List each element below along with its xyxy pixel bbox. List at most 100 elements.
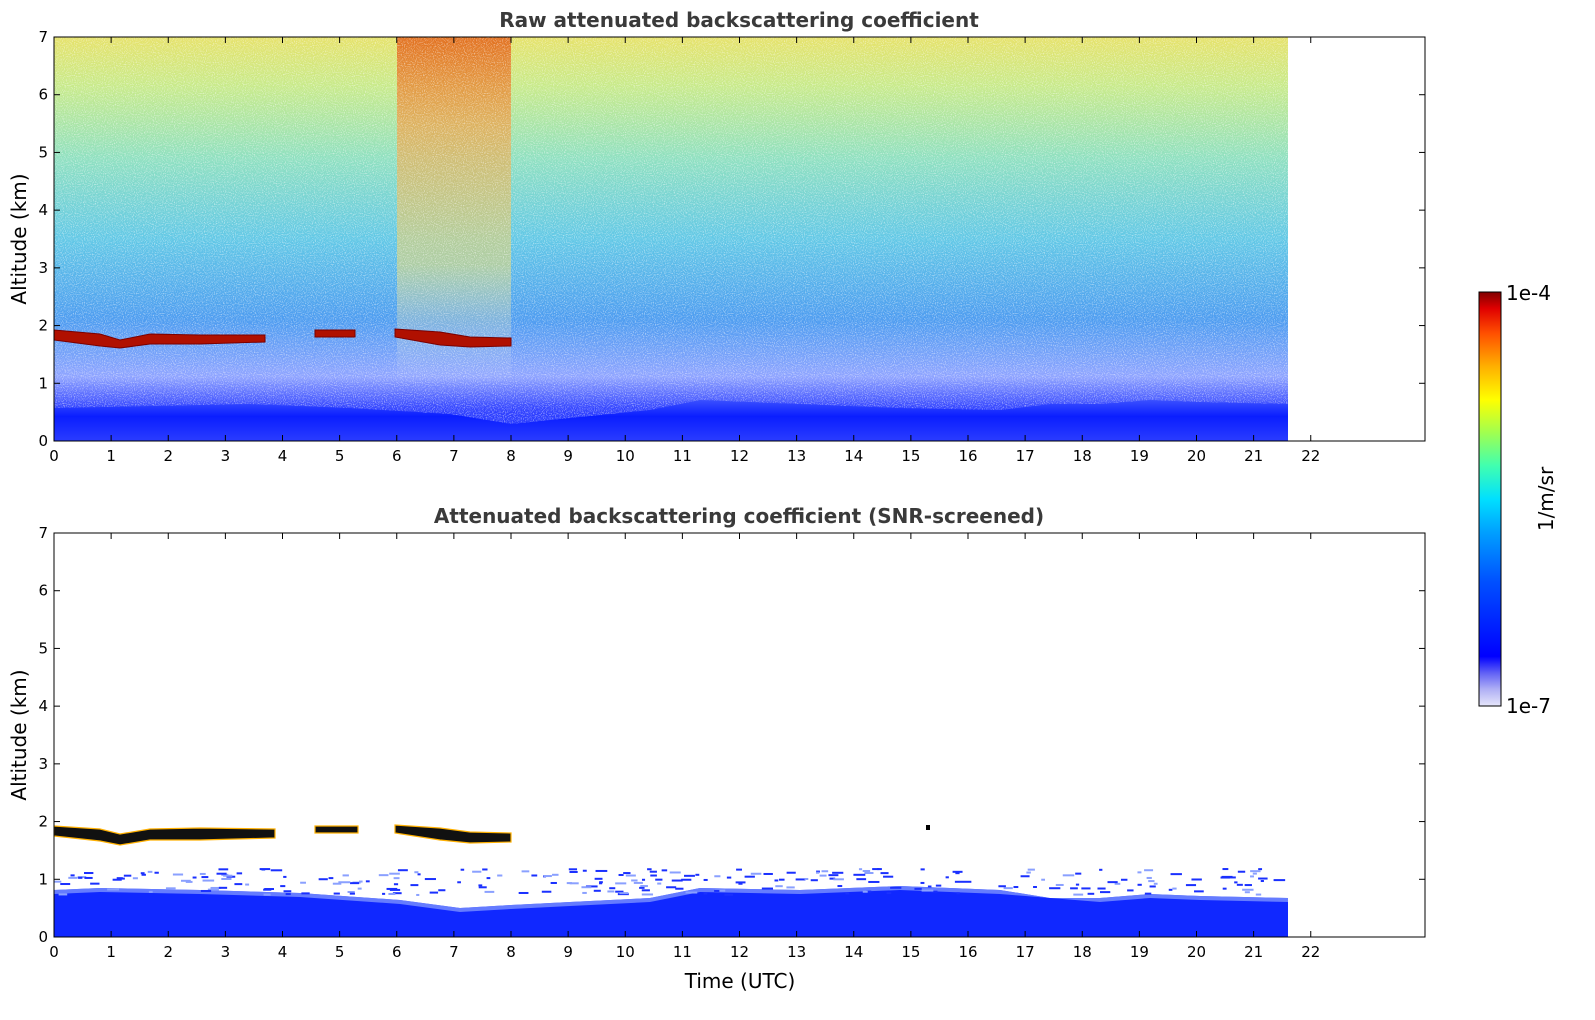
aerosol-speck [804,877,809,880]
x-tick-label: 19 [1130,447,1149,465]
aerosol-speck [68,876,78,879]
y-tick-label: 2 [38,813,48,831]
aerosol-speck [714,875,721,878]
aerosol-speck [816,870,820,873]
x-tick-label: 7 [449,943,459,961]
x-tick-label: 6 [392,447,402,465]
aerosol-speck [218,886,228,889]
aerosol-speck [283,890,292,893]
aerosol-speck [703,892,708,895]
aerosol-speck [1185,884,1197,887]
x-tick-label: 3 [221,447,231,465]
aerosol-speck [956,892,960,895]
aerosol-speck [199,872,206,875]
aerosol-speck [661,869,668,872]
colorbar-unit-label: 1/m/sr [1534,466,1558,531]
aerosol-speck [581,886,592,889]
snr-plot-frame [53,532,1426,938]
aerosol-speck [497,874,503,877]
aerosol-speck [234,883,243,886]
aerosol-speck [695,873,700,876]
aerosol-speck [154,871,159,874]
aerosol-speck [669,871,681,874]
aerosol-speck [1003,887,1013,890]
colorbar-gradient [1478,291,1502,707]
aerosol-speck [484,890,495,893]
aerosol-speck [786,886,795,889]
aerosol-speck [619,892,629,895]
aerosol-speck [666,886,677,889]
snr-panel-title: Attenuated backscattering coefficient (S… [434,504,1044,528]
aerosol-speck [633,881,643,884]
aerosol-speck [750,872,762,875]
aerosol-speck [478,886,487,889]
aerosol-speck [210,886,222,889]
aerosol-speck [1194,890,1204,893]
x-tick-label: 17 [1016,447,1035,465]
aerosol-speck [165,887,176,890]
aerosol-speck [147,870,153,873]
aerosol-speck [393,877,400,880]
aerosol-speck [1244,884,1252,887]
y-tick-label: 6 [38,86,48,104]
aerosol-speck [112,878,122,881]
aerosol-speck [1242,888,1254,891]
aerosol-speck [1144,869,1154,872]
aerosol-speck [837,885,843,888]
aerosol-speck [569,882,579,885]
aerosol-speck [738,882,743,885]
x-tick-label: 14 [844,447,863,465]
aerosol-speck [585,885,598,888]
y-tick-label: 5 [38,639,48,657]
aerosol-speck [263,893,271,896]
aerosol-speck [1220,876,1230,879]
aerosol-speck [864,872,874,875]
aerosol-speck [1137,871,1142,874]
aerosol-speck [358,880,363,883]
x-tick-label: 15 [901,447,920,465]
x-tick-label: 17 [1016,943,1035,961]
aerosol-speck [550,881,557,884]
aerosol-speck [70,874,75,877]
aerosol-speck [301,892,310,895]
aerosol-speck [141,873,146,876]
x-tick-label: 4 [278,447,288,465]
x-tick-label: 18 [1073,943,1092,961]
aerosol-speck [1273,879,1286,882]
aerosol-speck [180,879,191,882]
y-tick-label: 5 [38,143,48,161]
aerosol-speck [280,885,286,888]
aerosol-speck [631,879,638,882]
aerosol-speck [593,889,601,892]
aerosol-speck [1149,885,1156,888]
aerosol-speck [185,880,193,883]
y-tick-label: 4 [38,697,48,715]
aerosol-speck [332,882,342,885]
aerosol-speck [671,879,683,882]
aerosol-speck [931,890,938,893]
aerosol-speck [116,877,123,880]
aerosol-speck [378,874,389,877]
aerosol-speck [821,870,829,873]
aerosol-speck [270,869,283,872]
aerosol-speck [615,890,624,893]
x-tick-label: 8 [506,943,516,961]
aerosol-speck [566,882,573,885]
aerosol-speck [392,892,402,895]
aerosol-speck [457,881,461,884]
x-tick-label: 3 [221,943,231,961]
aerosol-speck [397,869,408,872]
aerosol-speck [744,875,755,878]
aerosol-speck [1062,874,1075,877]
aerosol-speck [318,878,328,881]
aerosol-speck [599,882,603,885]
raw-boundary-layer [54,400,1288,441]
colorbar: 1e-4 1e-7 1/m/sr [1478,281,1558,718]
snr-y-axis-label: Altitude (km) [7,669,31,800]
aerosol-speck [890,886,902,889]
aerosol-speck [416,893,420,896]
aerosol-speck [236,872,243,875]
raw-speckle [54,37,1288,441]
aerosol-speck [1120,878,1128,881]
aerosol-speck [1100,891,1111,894]
